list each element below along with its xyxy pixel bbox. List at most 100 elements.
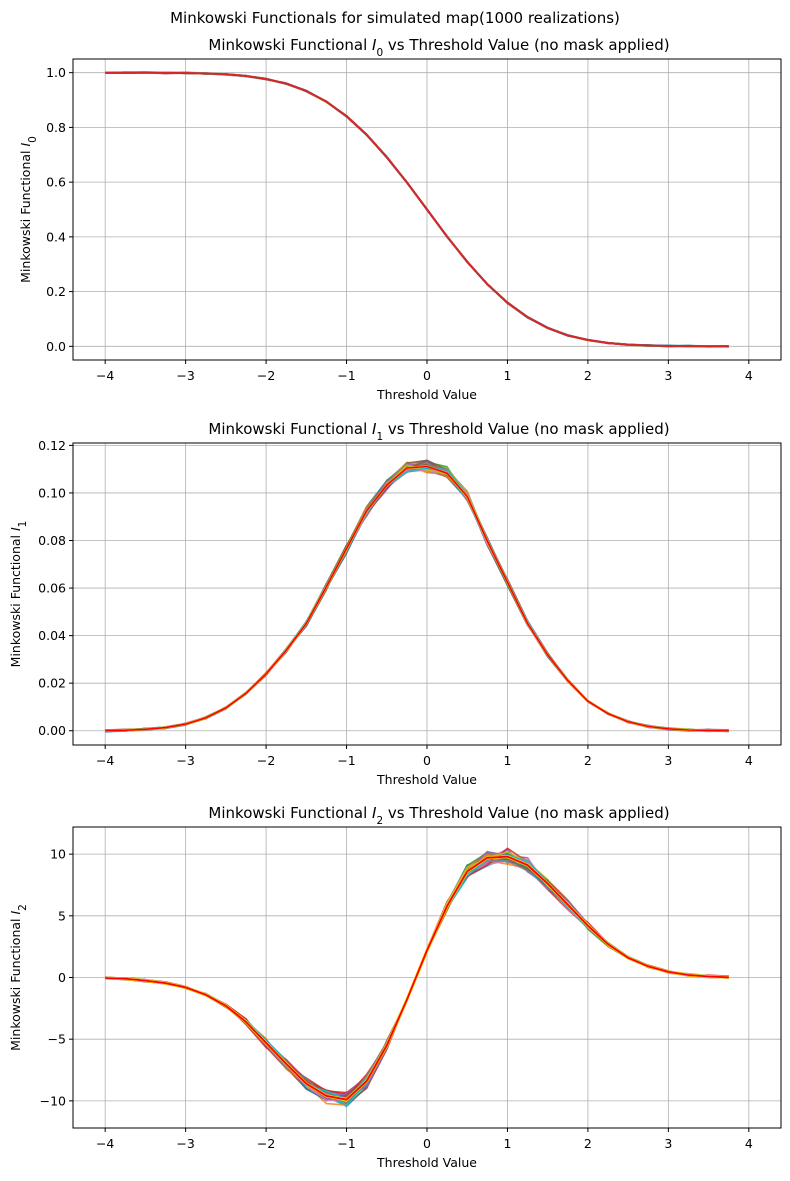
y-tick-label: −5 [48, 1032, 66, 1047]
realization-line [105, 859, 729, 1104]
realization-line [105, 465, 729, 733]
realization-line [105, 463, 729, 732]
x-tick-label: −1 [337, 368, 355, 383]
realization-line [105, 858, 729, 1108]
y-tick-label: 0.10 [38, 485, 66, 500]
realization-line [105, 467, 729, 732]
plot-title: Minkowski Functional I2 vs Threshold Val… [208, 804, 669, 827]
x-tick-label: 0 [423, 368, 431, 383]
realization-line [105, 468, 729, 732]
realization-line [105, 71, 729, 348]
realization-line [105, 464, 729, 733]
realization-line [105, 71, 729, 347]
x-tick-label: −2 [257, 753, 275, 768]
x-tick-label: −4 [96, 753, 114, 768]
realization-line [105, 464, 729, 732]
realization-line [105, 71, 729, 348]
realization-line [105, 71, 729, 348]
realization-line [105, 855, 729, 1106]
realization-line [105, 465, 729, 733]
realization-line [105, 71, 729, 348]
realization-line [105, 463, 729, 732]
y-axis-label: Minkowski Functional I2 [8, 904, 29, 1051]
x-tick-label: 3 [664, 368, 672, 383]
realization-line [105, 462, 729, 732]
realization-line [105, 459, 729, 732]
x-tick-label: −2 [257, 1136, 275, 1151]
x-tick-label: −2 [257, 368, 275, 383]
realization-line [105, 855, 729, 1104]
realization-line [105, 460, 729, 732]
realization-line [105, 856, 729, 1107]
y-tick-label: −10 [40, 1093, 66, 1108]
realization-line [105, 466, 729, 732]
realization-line [105, 71, 729, 348]
realization-line [105, 469, 729, 733]
realization-line [105, 71, 729, 348]
mean-line [105, 465, 729, 732]
realization-line [105, 462, 729, 732]
realization-line [105, 465, 729, 733]
x-tick-label: −3 [176, 368, 194, 383]
realization-line [105, 461, 729, 732]
realization-line [105, 459, 729, 732]
y-tick-label: 10 [50, 847, 66, 862]
figure-suptitle: Minkowski Functionals for simulated map(… [170, 9, 620, 27]
y-tick-label: 0.02 [38, 676, 66, 691]
realization-line [105, 461, 729, 732]
realization-line [105, 71, 729, 348]
x-tick-label: −1 [337, 1136, 355, 1151]
x-tick-label: −4 [96, 1136, 114, 1151]
realization-line [105, 71, 729, 348]
y-tick-label: 0.0 [46, 339, 66, 354]
y-axis-label: Minkowski Functional I1 [8, 521, 29, 668]
y-tick-label: 0 [58, 970, 66, 985]
realization-line [105, 459, 729, 732]
realization-line [105, 71, 729, 348]
x-tick-label: 2 [584, 753, 592, 768]
y-tick-label: 0.12 [38, 438, 66, 453]
realization-line [105, 71, 729, 348]
realization-line [105, 463, 729, 733]
x-tick-label: 4 [745, 753, 753, 768]
plot-title: Minkowski Functional I0 vs Threshold Val… [208, 36, 669, 59]
realization-line [105, 466, 729, 732]
y-tick-label: 1.0 [46, 65, 66, 80]
realization-line [105, 464, 729, 732]
x-tick-label: 1 [503, 753, 511, 768]
x-tick-label: −1 [337, 753, 355, 768]
realization-line [105, 71, 729, 348]
realization-line [105, 465, 729, 733]
x-tick-label: 3 [664, 753, 672, 768]
x-axis-label: Threshold Value [376, 387, 477, 402]
x-tick-label: 1 [503, 1136, 511, 1151]
y-tick-label: 5 [58, 908, 66, 923]
x-tick-label: 0 [423, 1136, 431, 1151]
realization-line [105, 71, 729, 348]
realization-line [105, 71, 729, 348]
x-tick-label: 0 [423, 753, 431, 768]
realization-line [105, 466, 729, 732]
realization-line [105, 71, 729, 348]
plot-i1: −4 −3 −2 −1 0 1 2 3 4 0.00 0.02 0.04 0.06 0.08 0.10 0.1… [8, 420, 782, 787]
realization-line [105, 71, 729, 348]
realization-line [105, 71, 729, 348]
realization-line [105, 71, 729, 348]
realization-line [105, 71, 729, 348]
realization-line [105, 71, 729, 348]
realization-line [105, 71, 729, 348]
realization-line [105, 71, 729, 348]
x-tick-label: 3 [664, 1136, 672, 1151]
realization-line [105, 461, 729, 732]
realization-line [105, 465, 729, 733]
plot-title: Minkowski Functional I1 vs Threshold Val… [208, 420, 669, 443]
realization-line [105, 71, 729, 348]
x-tick-label: 4 [745, 368, 753, 383]
realization-line [105, 71, 729, 348]
realization-line [105, 466, 729, 732]
realization-line [105, 71, 729, 348]
realization-line [105, 463, 729, 732]
realization-line [105, 71, 729, 348]
y-axis-label: Minkowski Functional I0 [18, 136, 39, 283]
